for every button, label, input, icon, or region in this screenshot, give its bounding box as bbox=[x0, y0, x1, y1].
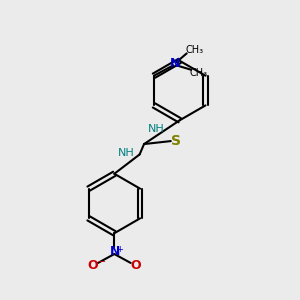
Text: N: N bbox=[110, 244, 120, 258]
Text: O: O bbox=[88, 259, 98, 272]
Text: CH₃: CH₃ bbox=[190, 68, 208, 78]
Text: +: + bbox=[116, 245, 123, 254]
Text: S: S bbox=[171, 134, 181, 148]
Text: NH: NH bbox=[118, 148, 135, 158]
Text: CH₃: CH₃ bbox=[185, 44, 203, 55]
Text: NH: NH bbox=[148, 124, 164, 134]
Text: −: − bbox=[98, 257, 106, 267]
Text: N: N bbox=[169, 57, 180, 70]
Text: O: O bbox=[130, 259, 141, 272]
